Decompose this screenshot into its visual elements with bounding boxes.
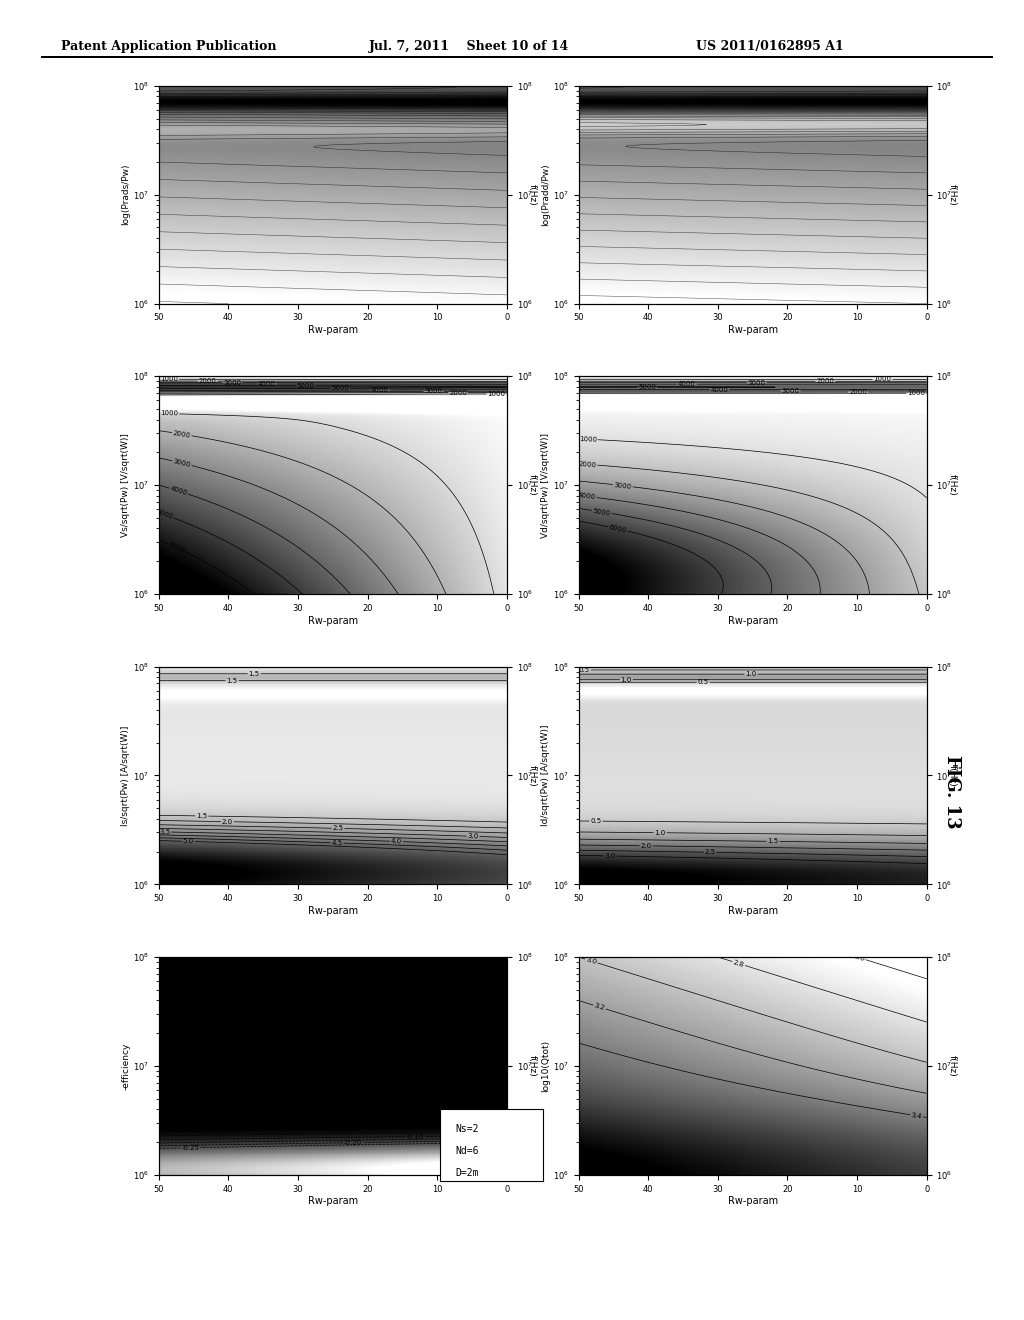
Text: 4.0: 4.0 [390, 838, 402, 845]
X-axis label: Rw-param: Rw-param [308, 906, 357, 916]
X-axis label: Rw-param: Rw-param [728, 615, 777, 626]
Y-axis label: log(Pradd/Pw): log(Pradd/Pw) [541, 164, 550, 226]
X-axis label: Rw-param: Rw-param [308, 615, 357, 626]
Y-axis label: Id/sqrt(Pw) [A/sqrt(W)]: Id/sqrt(Pw) [A/sqrt(W)] [541, 725, 550, 826]
Y-axis label: f(Hz): f(Hz) [527, 474, 537, 496]
Text: 1000: 1000 [160, 411, 178, 417]
Text: 4000: 4000 [711, 387, 728, 392]
Text: -0.10: -0.10 [406, 1134, 424, 1139]
Text: -0.15: -0.15 [487, 1135, 506, 1142]
Text: 2000: 2000 [450, 389, 467, 396]
Text: 0.5: 0.5 [579, 667, 590, 673]
Text: 1000: 1000 [487, 391, 506, 397]
Y-axis label: f(Hz): f(Hz) [947, 183, 956, 206]
Text: -0.25: -0.25 [181, 1144, 200, 1151]
Text: -0.20: -0.20 [344, 1139, 362, 1146]
Text: 3.5: 3.5 [159, 829, 170, 836]
Text: 2000: 2000 [579, 461, 597, 469]
X-axis label: Rw-param: Rw-param [308, 325, 357, 335]
Text: 4000: 4000 [371, 387, 389, 393]
Text: 3000: 3000 [425, 388, 442, 395]
X-axis label: Rw-param: Rw-param [728, 906, 777, 916]
Text: 3000: 3000 [613, 482, 632, 490]
Text: 6000: 6000 [168, 541, 186, 554]
Text: 1.5: 1.5 [767, 838, 778, 845]
Text: 1.0: 1.0 [654, 830, 666, 836]
Text: 1000: 1000 [873, 376, 892, 383]
Text: 5000: 5000 [638, 384, 656, 391]
Text: 2.5: 2.5 [705, 849, 716, 855]
Text: 3.4: 3.4 [910, 1111, 923, 1119]
Text: 5000: 5000 [332, 385, 349, 391]
Text: 1000: 1000 [160, 376, 178, 383]
Y-axis label: Is/sqrt(Pw) [A/sqrt(W)]: Is/sqrt(Pw) [A/sqrt(W)] [121, 725, 130, 826]
Text: 2000: 2000 [199, 378, 216, 384]
Text: Nd=6: Nd=6 [456, 1146, 479, 1156]
Text: Ns=2: Ns=2 [456, 1125, 479, 1134]
Text: Patent Application Publication: Patent Application Publication [61, 40, 276, 53]
Text: 4000: 4000 [578, 492, 596, 500]
Text: 4000: 4000 [258, 381, 275, 387]
Text: 2.0: 2.0 [640, 842, 651, 849]
Y-axis label: f(Hz): f(Hz) [947, 764, 956, 787]
Text: 5000: 5000 [297, 383, 314, 389]
Text: -0.05: -0.05 [445, 1130, 464, 1135]
Text: 1.0: 1.0 [745, 671, 757, 677]
Text: 3.0: 3.0 [604, 853, 615, 859]
Text: 1.5: 1.5 [197, 813, 208, 820]
Y-axis label: f(Hz): f(Hz) [527, 1055, 537, 1077]
Text: 3000: 3000 [781, 388, 800, 393]
Text: 3000: 3000 [748, 380, 766, 385]
Text: 4000: 4000 [678, 381, 695, 387]
Text: 1.5: 1.5 [249, 671, 260, 677]
Text: 5.0: 5.0 [183, 838, 195, 845]
Y-axis label: f(Hz): f(Hz) [947, 474, 956, 496]
Text: 3.2: 3.2 [593, 1002, 606, 1011]
Text: 4.5: 4.5 [332, 840, 342, 846]
X-axis label: Rw-param: Rw-param [308, 1196, 357, 1206]
Y-axis label: Vd/sqrt(Pw) [V/sqrt(W)]: Vd/sqrt(Pw) [V/sqrt(W)] [541, 433, 550, 537]
Text: 3000: 3000 [173, 458, 191, 469]
Text: 0.5: 0.5 [591, 818, 602, 824]
Text: 0.5: 0.5 [697, 680, 709, 685]
Text: FIG. 13: FIG. 13 [943, 755, 962, 829]
Text: 5000: 5000 [155, 508, 174, 520]
Text: 3000: 3000 [223, 380, 241, 385]
Text: 2.5: 2.5 [333, 825, 344, 832]
Text: 1.5: 1.5 [226, 677, 238, 684]
Text: US 2011/0162895 A1: US 2011/0162895 A1 [696, 40, 844, 53]
Text: 4000: 4000 [169, 486, 188, 496]
Text: Jul. 7, 2011    Sheet 10 of 14: Jul. 7, 2011 Sheet 10 of 14 [369, 40, 569, 53]
Text: 3.0: 3.0 [585, 957, 598, 965]
Text: 8500: 8500 [574, 556, 593, 570]
Text: 3.0: 3.0 [467, 833, 479, 840]
Text: 1000: 1000 [907, 391, 926, 396]
Text: 5000: 5000 [593, 508, 611, 516]
Text: 1.0: 1.0 [621, 677, 632, 682]
Y-axis label: -efficiency: -efficiency [121, 1043, 130, 1089]
Text: 1000: 1000 [579, 436, 597, 442]
Text: 2.8: 2.8 [732, 960, 745, 968]
Text: 2000: 2000 [173, 430, 191, 438]
Y-axis label: log10(Qtot): log10(Qtot) [541, 1040, 550, 1092]
Text: D=2m: D=2m [456, 1168, 479, 1177]
X-axis label: Rw-param: Rw-param [728, 1196, 777, 1206]
Y-axis label: f(Hz): f(Hz) [947, 1055, 956, 1077]
Y-axis label: Vs/sqrt(Pw) [V/sqrt(W)]: Vs/sqrt(Pw) [V/sqrt(W)] [121, 433, 130, 537]
Y-axis label: f(Hz): f(Hz) [527, 764, 537, 787]
X-axis label: Rw-param: Rw-param [728, 325, 777, 335]
Text: 2000: 2000 [849, 389, 867, 395]
Y-axis label: f(Hz): f(Hz) [527, 183, 537, 206]
Text: 6000: 6000 [608, 524, 628, 533]
Y-axis label: log(Prads/Pw): log(Prads/Pw) [121, 164, 130, 226]
Text: 2.6: 2.6 [853, 953, 865, 962]
Text: 2.0: 2.0 [222, 818, 233, 825]
Text: 2000: 2000 [816, 379, 835, 384]
